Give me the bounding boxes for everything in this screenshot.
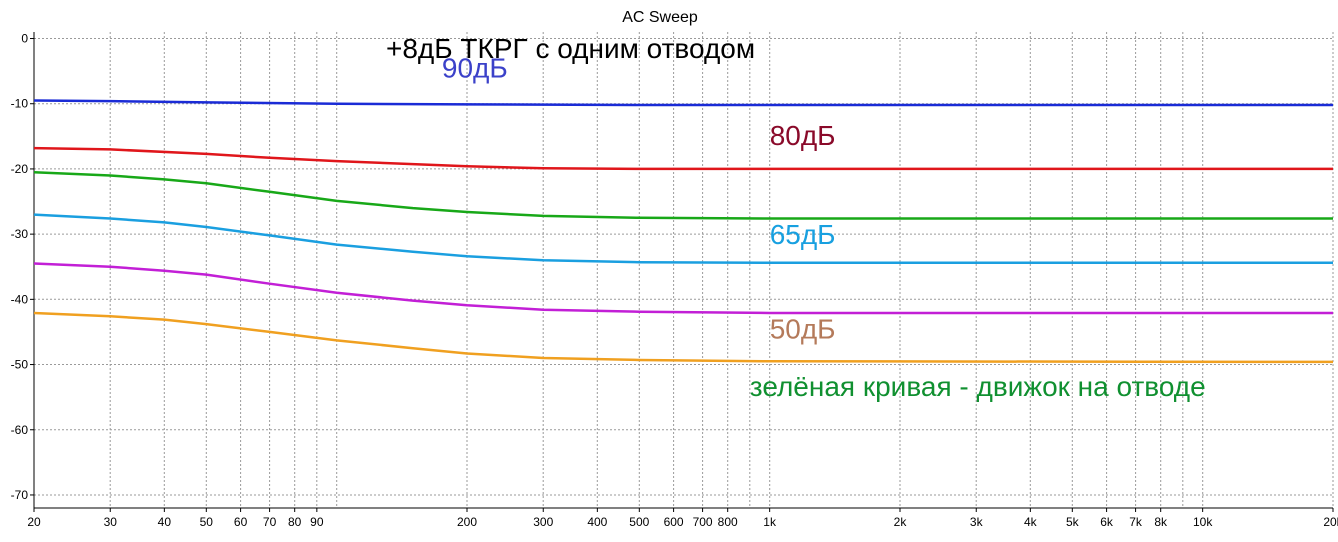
x-tick-label: 400 bbox=[587, 515, 607, 529]
x-tick-label: 700 bbox=[693, 515, 713, 529]
series-line-4 bbox=[33, 213, 1333, 265]
x-tick-label: 300 bbox=[533, 515, 553, 529]
annotation-1: +8дБ ТКРГ с одним отводом bbox=[386, 33, 755, 64]
x-tick-label: 70 bbox=[263, 515, 277, 529]
x-tick-label: 7k bbox=[1129, 515, 1143, 529]
x-tick-label: 50 bbox=[200, 515, 214, 529]
y-tick-label: -60 bbox=[11, 423, 29, 437]
series-line-3 bbox=[33, 170, 1333, 220]
axes bbox=[30, 32, 1334, 512]
x-tick-label: 8k bbox=[1154, 515, 1168, 529]
x-tick-label: 5k bbox=[1066, 515, 1080, 529]
y-tick-label: 0 bbox=[21, 32, 28, 46]
x-tick-label: 3k bbox=[970, 515, 984, 529]
x-tick-label: 500 bbox=[629, 515, 649, 529]
x-tick-label: 2k bbox=[894, 515, 908, 529]
annotation-2: 90дБ bbox=[442, 53, 508, 84]
x-tick-label: 40 bbox=[158, 515, 172, 529]
x-tick-label: 800 bbox=[718, 515, 738, 529]
y-tick-label: -20 bbox=[11, 162, 29, 176]
series-lines bbox=[33, 99, 1334, 364]
y-tick-label: -70 bbox=[11, 488, 29, 502]
x-tick-label: 20 bbox=[27, 515, 41, 529]
y-tick-label: -30 bbox=[11, 227, 29, 241]
annotation-6: зелёная кривая - движок на отводе bbox=[750, 371, 1206, 402]
y-tick-label: -40 bbox=[11, 292, 29, 306]
annotation-4: 65дБ bbox=[770, 219, 836, 250]
chart-title: AC Sweep bbox=[622, 9, 698, 26]
x-tick-label: 60 bbox=[234, 515, 248, 529]
x-tick-label: 10k bbox=[1193, 515, 1213, 529]
x-tick-label: 30 bbox=[104, 515, 118, 529]
series-line-2 bbox=[33, 146, 1333, 171]
x-tick-label: 200 bbox=[457, 515, 477, 529]
y-tick-label: -10 bbox=[11, 97, 29, 111]
series-line-1 bbox=[33, 99, 1333, 107]
grid bbox=[33, 32, 1334, 508]
annotation-3: 80дБ bbox=[770, 120, 836, 151]
x-tick-label: 600 bbox=[664, 515, 684, 529]
annotation-5: 50дБ bbox=[770, 314, 836, 345]
x-tick-label: 90 bbox=[310, 515, 324, 529]
series-line-6 bbox=[33, 311, 1334, 364]
x-tick-label: 1k bbox=[763, 515, 777, 529]
series-line-5 bbox=[33, 262, 1333, 315]
x-tick-label: 80 bbox=[288, 515, 302, 529]
tick-labels: 0 -10 -20 -30 -40 -50 -60 -70 20 30 40 50 60 70 80 90 20… bbox=[11, 32, 1338, 529]
x-tick-label: 6k bbox=[1100, 515, 1114, 529]
x-tick-label: 4k bbox=[1024, 515, 1038, 529]
y-tick-label: -50 bbox=[11, 358, 29, 372]
x-tick-label: 20k bbox=[1323, 515, 1338, 529]
